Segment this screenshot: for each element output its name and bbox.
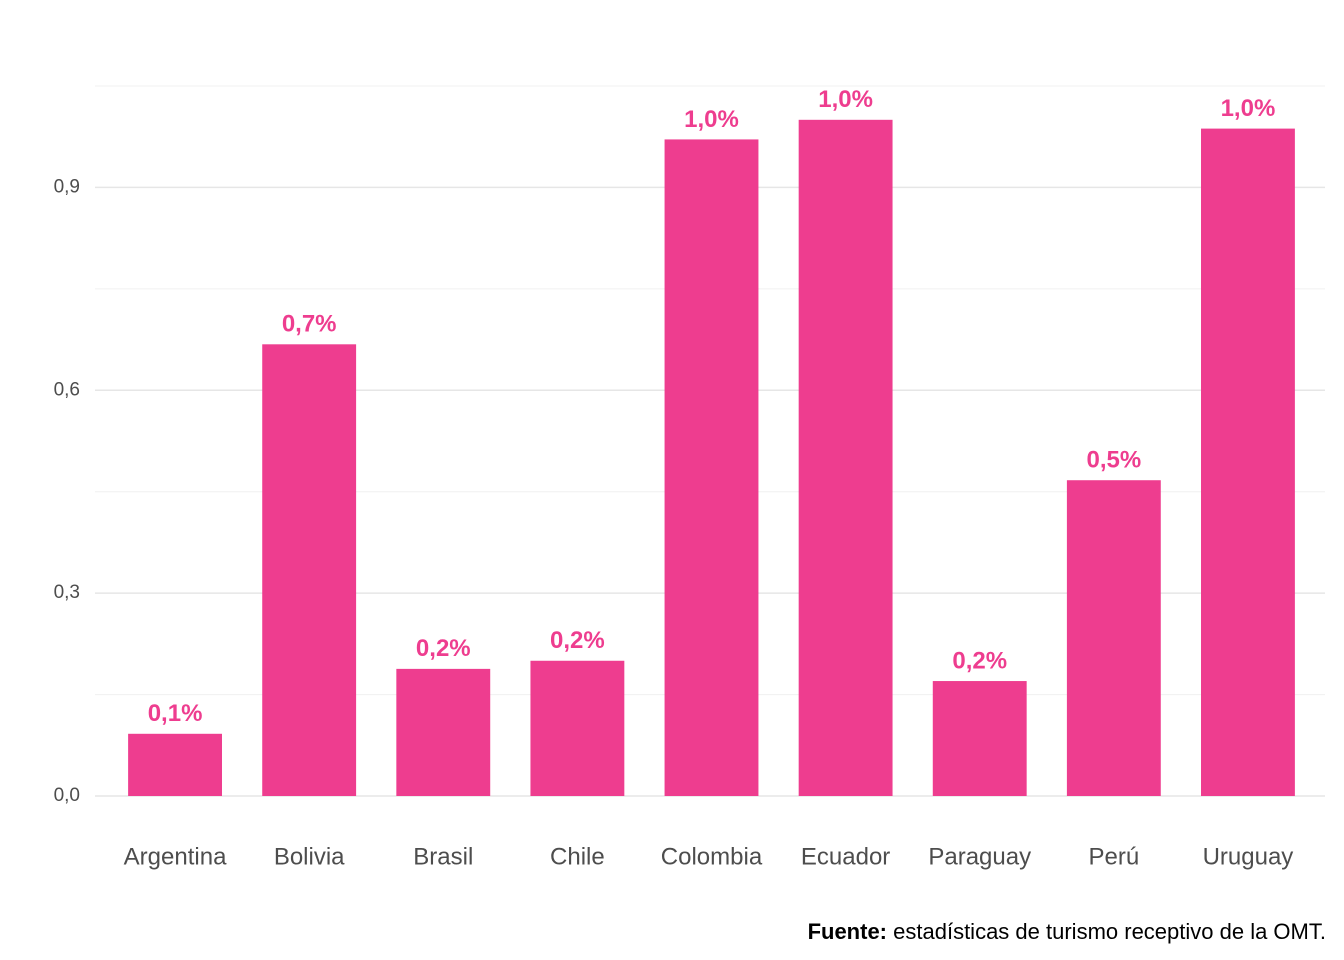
bar [530,660,625,796]
y-tick-label: 0,0 [54,785,80,806]
bar [664,139,759,796]
x-tick-label: Bolivia [274,843,345,870]
value-label: 1,0% [818,86,873,113]
bar [128,733,222,796]
bar [1066,480,1161,796]
caption: Fuente: estadísticas de turismo receptiv… [808,919,1326,944]
bar [1201,128,1295,797]
y-tick-label: 0,3 [54,582,80,603]
caption-label: Fuente: [808,919,887,944]
x-tick-label: Perú [1088,843,1139,870]
x-tick-label: Argentina [124,843,227,870]
x-tick-label: Chile [550,843,605,870]
value-label: 0,2% [952,647,1007,674]
value-label: 0,2% [416,635,471,662]
value-label: 1,0% [684,106,739,133]
value-label: 0,2% [550,627,605,654]
bar [396,668,491,796]
x-tick-label: Brasil [413,843,473,870]
x-tick-label: Uruguay [1203,843,1294,870]
bar [798,119,893,797]
caption-text: estadísticas de turismo receptivo de la … [893,919,1326,944]
bar [262,344,357,796]
y-tick-label: 0,9 [54,176,80,197]
bar [932,681,1027,796]
x-tick-label: Ecuador [801,843,890,870]
value-label: 1,0% [1221,95,1276,122]
value-label: 0,7% [282,311,337,338]
x-tick-label: Colombia [661,843,763,870]
x-tick-label: Paraguay [928,843,1031,870]
y-tick-label: 0,6 [54,379,80,400]
value-label: 0,5% [1086,447,1141,474]
value-label: 0,1% [148,700,203,727]
